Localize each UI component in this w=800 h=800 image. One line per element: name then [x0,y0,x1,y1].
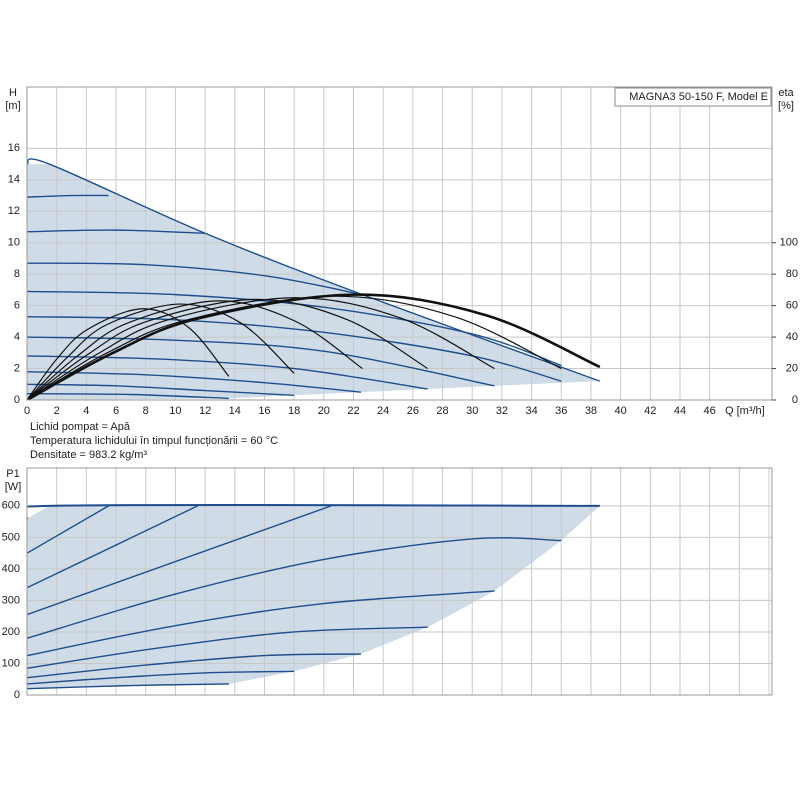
x-tick-label: 22 [347,405,359,417]
x-tick-label: 34 [525,405,537,417]
y2-tick-label: 40 [786,331,798,343]
x-tick-label: 14 [229,405,241,417]
efficiency-curve [27,300,363,400]
efficiency-curve [27,308,230,400]
y2-tick-label: 60 [786,300,798,312]
y-tick-label: 8 [14,268,20,280]
y-tick-label: 6 [14,300,20,312]
x-tick-label: 0 [24,405,30,417]
y-tick-label: 300 [2,594,20,606]
y2-tick-label: 0 [792,394,798,406]
y-tick-label: 10 [8,237,20,249]
efficiency-curve [27,293,601,400]
performance-curve [27,503,600,520]
plot-frame [26,86,773,401]
performance-curve [27,158,601,382]
x-axis-title: Q [m³/h] [725,405,765,417]
x-tick-label: 6 [113,405,119,417]
performance-curve [27,229,206,234]
y-tick-label: 2 [14,362,20,374]
x-tick-label: 4 [83,405,89,417]
curves [27,503,600,690]
y-tick-label: 200 [2,626,20,638]
y-tick-label: 400 [2,563,20,575]
y2-axis-title: eta [778,87,794,99]
efficiency-curve [27,298,429,400]
x-tick-label: 16 [258,405,270,417]
performance-curve [27,590,495,657]
operating-area [27,164,600,400]
y-tick-label: 16 [8,142,20,154]
curves [27,158,601,400]
y-tick-label: 4 [14,331,20,343]
y-tick-label: 12 [8,205,20,217]
x-tick-label: 44 [674,405,686,417]
y-tick-label: 600 [2,500,20,512]
fluid-note: Densitate = 983.2 kg/m³ [30,449,147,461]
y2-tick-label: 80 [786,268,798,280]
performance-curve [27,505,109,554]
y-axis-unit: [W] [5,481,22,493]
x-tick-label: 12 [199,405,211,417]
y2-axis-unit: [%] [778,100,794,112]
performance-curve [27,194,109,198]
efficiency-curve [27,303,295,400]
x-tick-label: 20 [318,405,330,417]
efficiency-curve [27,297,495,400]
performance-curve [27,336,495,387]
performance-curve [27,290,562,367]
x-tick-label: 38 [585,405,597,417]
performance-curve [27,653,361,679]
performance-curve [27,626,428,669]
performance-curve [27,355,428,390]
performance-curve [27,393,229,400]
x-tick-label: 18 [288,405,300,417]
performance-curve [27,383,295,396]
y-tick-label: 14 [8,174,20,186]
plot-frame [26,467,773,696]
y-tick-label: 0 [14,689,20,701]
y-axis-title: P1 [6,468,19,480]
performance-curve [27,505,332,616]
performance-curve [27,505,198,589]
fluid-note: Lichid pompat = Apă [30,421,131,433]
model-label: MAGNA3 50-150 F, Model E [629,91,768,103]
y-axis-unit: [m] [5,100,20,112]
fluid-note: Temperatura lichidului în timpul funcțio… [30,435,278,447]
performance-curve [27,670,295,685]
x-tick-label: 40 [615,405,627,417]
y2-tick-label: 100 [780,237,798,249]
y-tick-label: 500 [2,531,20,543]
y-tick-label: 0 [14,394,20,406]
x-tick-label: 30 [466,405,478,417]
x-tick-label: 2 [54,405,60,417]
performance-curve [27,537,562,639]
x-tick-label: 26 [407,405,419,417]
x-tick-label: 10 [169,405,181,417]
performance-curve [27,683,229,690]
plot [27,505,600,689]
x-tick-label: 24 [377,405,389,417]
x-tick-label: 46 [704,405,716,417]
x-tick-label: 36 [555,405,567,417]
y-axis-title: H [9,87,17,99]
y-tick-label: 100 [2,657,20,669]
y2-tick-label: 20 [786,362,798,374]
x-tick-label: 8 [143,405,149,417]
performance-curve [27,262,363,296]
plot [27,164,600,400]
operating-area [27,505,600,689]
performance-curve [27,315,562,382]
x-tick-label: 32 [496,405,508,417]
model-box [614,87,772,107]
x-tick-label: 28 [436,405,448,417]
x-tick-label: 42 [644,405,656,417]
